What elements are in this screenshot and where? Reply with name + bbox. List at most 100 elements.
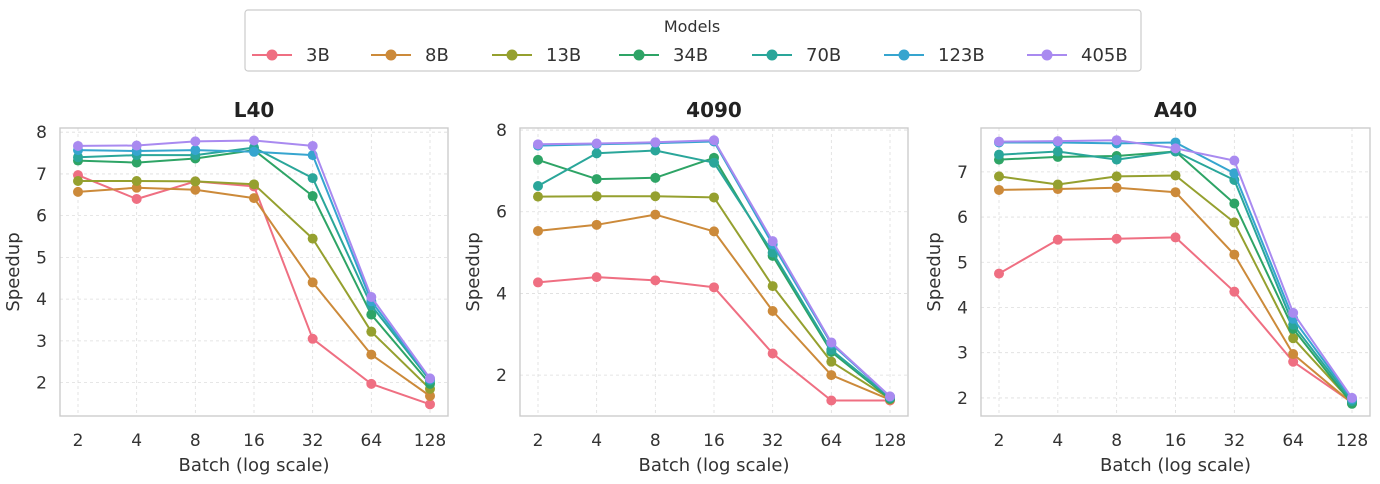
legend-entry-70b: 70B bbox=[752, 45, 841, 66]
data-point bbox=[767, 236, 778, 247]
data-point bbox=[366, 326, 377, 337]
x-tick-label: 2 bbox=[533, 431, 544, 451]
data-point bbox=[591, 138, 602, 149]
series-405b bbox=[73, 135, 435, 384]
data-point bbox=[591, 272, 602, 283]
plot-frame bbox=[519, 127, 909, 417]
x-tick-label: 2 bbox=[73, 431, 84, 451]
panel-4090: 4090 2 4 8 16 32 64 128 2 4 6 8 Batch (log scale) Spe… bbox=[463, 98, 909, 476]
data-point bbox=[307, 277, 318, 288]
x-tick-label: 64 bbox=[821, 431, 843, 451]
plot-frame bbox=[59, 127, 449, 417]
data-point bbox=[1229, 198, 1240, 209]
y-tick-label: 8 bbox=[496, 121, 507, 141]
x-tick-label: 8 bbox=[1111, 431, 1122, 451]
y-tick-label: 2 bbox=[496, 366, 507, 386]
data-point bbox=[1052, 234, 1063, 245]
y-tick-label: 6 bbox=[957, 208, 968, 228]
data-point bbox=[650, 275, 661, 286]
data-point bbox=[709, 226, 719, 237]
data-point bbox=[1347, 392, 1357, 403]
data-point bbox=[73, 152, 83, 163]
x-tick-label: 32 bbox=[302, 431, 324, 451]
data-point bbox=[190, 184, 201, 195]
x-tick-label: 4 bbox=[1052, 431, 1063, 451]
data-point bbox=[366, 309, 377, 320]
data-point bbox=[1229, 249, 1240, 260]
data-point bbox=[249, 179, 259, 190]
data-point bbox=[533, 154, 543, 165]
x-tick-label: 32 bbox=[1224, 431, 1246, 451]
data-point bbox=[1170, 143, 1181, 154]
x-tick-label: 16 bbox=[1165, 431, 1187, 451]
data-point bbox=[826, 337, 837, 348]
legend-marker-13b bbox=[506, 49, 518, 61]
data-point bbox=[249, 193, 259, 204]
x-tick-label: 64 bbox=[361, 431, 383, 451]
legend-label-13b: 13B bbox=[546, 45, 581, 66]
data-point bbox=[1288, 349, 1299, 360]
y-tick-label: 4 bbox=[957, 298, 968, 318]
data-point bbox=[709, 192, 719, 203]
data-point bbox=[1111, 182, 1122, 193]
data-point bbox=[533, 139, 543, 150]
legend-marker-34b bbox=[633, 49, 645, 61]
data-point bbox=[1111, 154, 1122, 165]
plot-frame bbox=[980, 127, 1371, 417]
data-point bbox=[1288, 333, 1299, 344]
y-axis-label: Speedup bbox=[3, 232, 24, 311]
data-point bbox=[994, 171, 1004, 182]
data-point bbox=[1288, 356, 1299, 367]
panel-l40: L40 2 4 8 16 32 64 128 2 3 4 5 6 7 8 Batch (log scale) S… bbox=[3, 98, 449, 476]
data-point bbox=[249, 135, 259, 146]
y-tick-label: 6 bbox=[36, 207, 47, 227]
data-point bbox=[366, 349, 377, 360]
data-point bbox=[650, 172, 661, 183]
legend-label-123b: 123B bbox=[938, 45, 985, 66]
grid bbox=[520, 128, 908, 416]
data-point bbox=[767, 348, 778, 359]
series-13b bbox=[994, 170, 1357, 408]
legend-entry-123b: 123B bbox=[884, 45, 985, 66]
data-point bbox=[1111, 233, 1122, 244]
data-point bbox=[1170, 232, 1181, 243]
data-point bbox=[533, 277, 543, 288]
data-point bbox=[190, 145, 201, 156]
y-tick-label: 8 bbox=[36, 123, 47, 143]
data-point bbox=[994, 136, 1004, 147]
legend-marker-8b bbox=[385, 49, 397, 61]
data-point bbox=[1229, 286, 1240, 297]
legend-entry-13b: 13B bbox=[492, 45, 581, 66]
data-point bbox=[533, 181, 543, 192]
series-13b bbox=[73, 176, 435, 394]
data-point bbox=[73, 140, 83, 151]
data-point bbox=[650, 145, 661, 156]
data-point bbox=[826, 395, 837, 406]
data-point bbox=[533, 225, 543, 236]
y-tick-label: 3 bbox=[957, 344, 968, 364]
legend-entry-3b: 3B bbox=[252, 45, 330, 66]
data-point bbox=[650, 191, 661, 202]
data-point bbox=[826, 370, 837, 381]
data-point bbox=[307, 233, 318, 244]
data-point bbox=[131, 193, 142, 204]
x-tick-label: 4 bbox=[131, 431, 142, 451]
legend-marker-123b bbox=[898, 49, 910, 61]
legend-entry-405b: 405B bbox=[1027, 45, 1128, 66]
series-405b bbox=[994, 135, 1357, 403]
y-tick-label: 6 bbox=[496, 203, 507, 223]
data-point bbox=[650, 209, 661, 220]
y-tick-label: 7 bbox=[957, 163, 968, 183]
data-point bbox=[1052, 136, 1063, 147]
y-axis-label: Speedup bbox=[924, 232, 945, 311]
data-point bbox=[1052, 179, 1063, 190]
data-point bbox=[994, 184, 1004, 195]
panel-a40: A40 2 4 8 16 32 64 128 2 3 4 5 6 7 Batch (log scale) Sp… bbox=[924, 98, 1371, 476]
data-point bbox=[307, 191, 318, 202]
data-point bbox=[1288, 307, 1299, 318]
panel-title: L40 bbox=[234, 98, 275, 122]
x-tick-label: 128 bbox=[874, 431, 906, 451]
grid bbox=[60, 128, 448, 416]
legend: Models 3B 8B 13B 34B 70B 123B 405B bbox=[244, 9, 1142, 72]
data-point bbox=[1229, 217, 1240, 228]
